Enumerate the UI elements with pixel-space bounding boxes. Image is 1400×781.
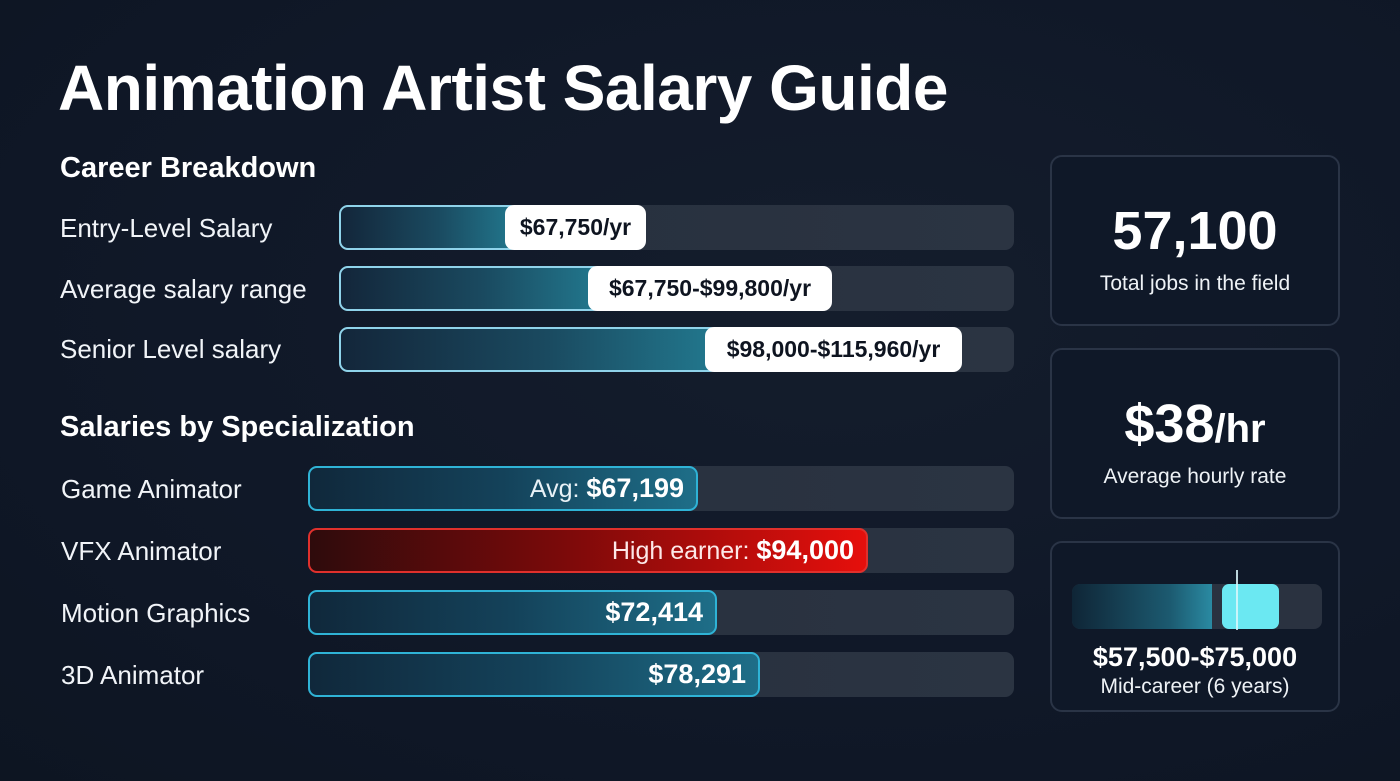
specialization-bar-fill-highlight: High earner: $94,000 bbox=[308, 528, 868, 573]
hourly-rate-unit: /hr bbox=[1214, 407, 1266, 451]
specialization-value: $67,199 bbox=[586, 473, 684, 503]
mid-career-range-value: $57,500-$75,000 bbox=[1092, 642, 1298, 672]
career-row-label: Average salary range bbox=[60, 274, 307, 304]
specialization-row-label: 3D Animator bbox=[61, 660, 205, 690]
career-bar-fill bbox=[339, 205, 519, 250]
hourly-rate-card: $38/hr Average hourly rate bbox=[1050, 348, 1340, 519]
specialization-row-label: Motion Graphics bbox=[61, 598, 251, 628]
mid-career-card: $57,500-$75,000 Mid-career (6 years) bbox=[1050, 541, 1340, 712]
page-title: Animation Artist Salary Guide bbox=[58, 52, 948, 124]
mid-career-label: Mid-career (6 years) bbox=[1100, 675, 1290, 698]
hourly-rate-label: Average hourly rate bbox=[1103, 465, 1287, 488]
specialization-bar-track: $78,291 bbox=[308, 652, 1014, 697]
career-bar-track: $67,750/yr bbox=[339, 205, 1014, 250]
career-row-label: Senior Level salary bbox=[60, 334, 282, 364]
specialization-row-label: VFX Animator bbox=[61, 536, 222, 566]
career-bar-fill bbox=[339, 327, 719, 372]
specialization-bar-track: High earner: $94,000 bbox=[308, 528, 1014, 573]
specialization-bar-track: $72,414 bbox=[308, 590, 1014, 635]
career-value-pill: $67,750/yr bbox=[505, 205, 646, 250]
mid-career-needle-indicator bbox=[1236, 570, 1238, 630]
specialization-bar-fill: Avg: $67,199 bbox=[308, 466, 698, 511]
specialization-value: $78,291 bbox=[648, 659, 746, 689]
hourly-rate-value-wrap: $38/hr bbox=[1052, 394, 1338, 459]
career-row-label: Entry-Level Salary bbox=[60, 213, 273, 243]
specialization-bar-fill: $72,414 bbox=[308, 590, 717, 635]
specialization-value-prefix: High earner: bbox=[611, 537, 757, 565]
specialization-bar-fill: $78,291 bbox=[308, 652, 760, 697]
career-breakdown-heading: Career Breakdown bbox=[60, 152, 317, 184]
specialization-value-prefix: Avg: bbox=[529, 475, 587, 503]
total-jobs-value: 57,100 bbox=[1112, 201, 1278, 261]
career-bar-fill bbox=[339, 266, 602, 311]
specialization-bar-track: Avg: $67,199 bbox=[308, 466, 1014, 511]
career-value-pill: $67,750-$99,800/yr bbox=[588, 266, 832, 311]
specialization-heading: Salaries by Specialization bbox=[60, 411, 415, 443]
hourly-rate-value: $38 bbox=[1124, 394, 1215, 454]
career-bar-track: $67,750-$99,800/yr bbox=[339, 266, 1014, 311]
mid-career-range-fill bbox=[1072, 584, 1212, 629]
specialization-value: $94,000 bbox=[756, 535, 854, 565]
mid-career-range-track bbox=[1072, 584, 1322, 629]
specialization-value: $72,414 bbox=[605, 597, 703, 627]
career-bar-track: $98,000-$115,960/yr bbox=[339, 327, 1014, 372]
total-jobs-card: 57,100 Total jobs in the field bbox=[1050, 155, 1340, 326]
specialization-row-label: Game Animator bbox=[61, 474, 242, 504]
mid-career-range-marker bbox=[1222, 584, 1279, 629]
total-jobs-label: Total jobs in the field bbox=[1099, 272, 1291, 295]
career-value-pill: $98,000-$115,960/yr bbox=[705, 327, 962, 372]
